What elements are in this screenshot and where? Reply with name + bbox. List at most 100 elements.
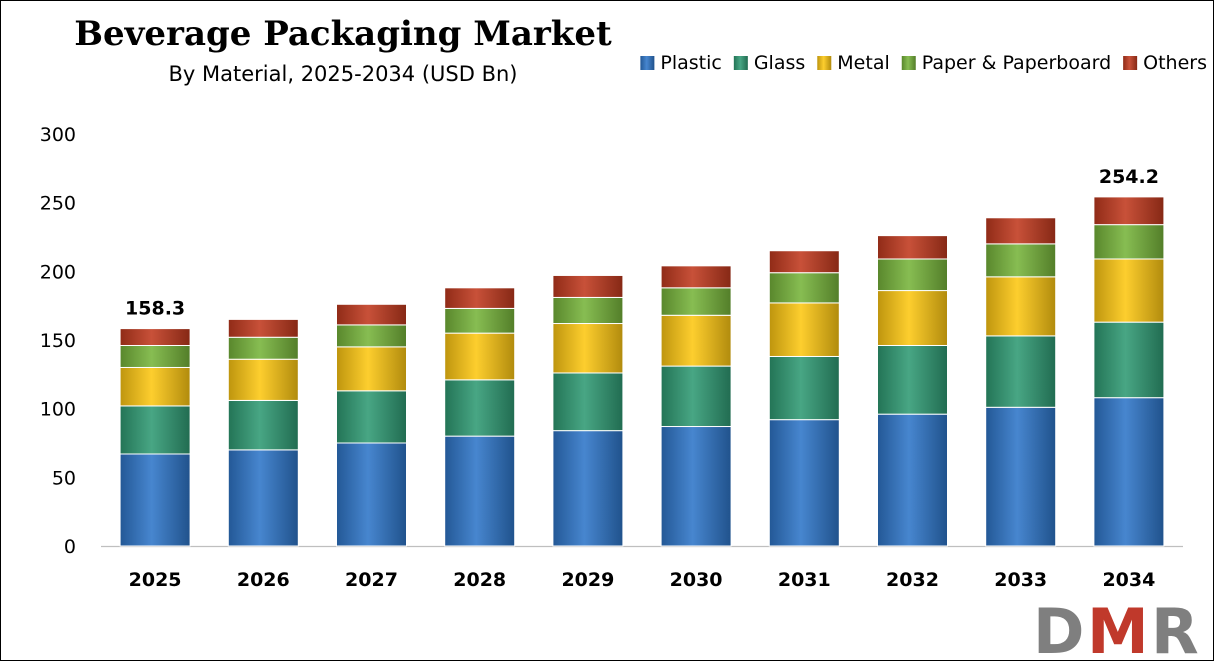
- bar-glass-2033: [985, 335, 1057, 408]
- legend-label-metal: Metal: [837, 52, 889, 74]
- dmr-logo: D M R: [1033, 595, 1199, 662]
- bar-stack-2025: [119, 328, 191, 547]
- bar-plastic-2026: [227, 449, 299, 547]
- bar-glass-2032: [877, 344, 948, 415]
- bar-stack-2027: [336, 303, 407, 547]
- y-tick-label: 100: [40, 399, 76, 421]
- legend-swatch-metal: [817, 56, 832, 70]
- bar-glass-2026: [227, 399, 299, 451]
- legend-item-others: Others: [1123, 52, 1207, 74]
- bar-metal-2025: [119, 366, 191, 407]
- bar-paper-and-paperboard-2030: [660, 287, 732, 316]
- legend-swatch-plastic: [640, 56, 655, 70]
- bar-glass-2034: [1093, 321, 1165, 399]
- bar-stack-2031: [768, 250, 840, 547]
- bar-metal-2031: [768, 302, 840, 357]
- x-tick-label: 2025: [129, 569, 182, 591]
- legend-item-metal: Metal: [817, 52, 890, 74]
- bar-others-2034: [1093, 196, 1165, 226]
- bar-paper-and-paperboard-2032: [877, 258, 948, 292]
- bar-glass-2031: [768, 355, 840, 421]
- bar-metal-2029: [552, 323, 624, 374]
- legend-item-glass: Glass: [733, 52, 805, 74]
- y-tick-label: 300: [40, 124, 76, 146]
- x-tick-label: 2029: [561, 569, 614, 591]
- bar-plastic-2025: [119, 453, 191, 547]
- bar-metal-2033: [985, 276, 1057, 337]
- legend-label-paper-and-paperboard: Paper & Paperboard: [922, 52, 1111, 74]
- dmr-logo-d: D: [1033, 595, 1084, 662]
- bar-glass-2029: [552, 372, 624, 432]
- bar-stack-2028: [444, 287, 516, 547]
- bar-metal-2034: [1093, 258, 1165, 323]
- bar-others-2027: [336, 303, 407, 326]
- x-tick-label: 2031: [778, 569, 831, 591]
- y-tick-label: 150: [40, 330, 76, 352]
- y-tick-label: 250: [40, 193, 76, 215]
- bar-plastic-2029: [552, 430, 624, 547]
- x-tick-label: 2028: [453, 569, 506, 591]
- bar-others-2025: [119, 328, 191, 346]
- bar-glass-2028: [444, 379, 516, 437]
- bar-metal-2027: [336, 346, 407, 392]
- bar-paper-and-paperboard-2031: [768, 272, 840, 304]
- dmr-logo-r: R: [1151, 595, 1199, 662]
- bar-plastic-2033: [985, 406, 1057, 547]
- legend: Plastic Glass Metal Paper & Paperboard Other…: [640, 52, 1207, 74]
- bar-glass-2025: [119, 405, 191, 455]
- legend-item-paper-and-paperboard: Paper & Paperboard: [901, 52, 1111, 74]
- x-tick-label: 2033: [994, 569, 1047, 591]
- total-label-2034: 254.2: [1099, 166, 1159, 188]
- bar-plastic-2030: [660, 426, 732, 547]
- bar-stack-2032: [877, 235, 948, 547]
- bars: [119, 196, 1165, 547]
- legend-swatch-others: [1123, 56, 1138, 70]
- bar-metal-2026: [227, 358, 299, 401]
- x-tick-label: 2032: [886, 569, 939, 591]
- bar-paper-and-paperboard-2029: [552, 296, 624, 325]
- bar-others-2031: [768, 250, 840, 274]
- bar-metal-2032: [877, 290, 948, 346]
- bar-others-2026: [227, 318, 299, 338]
- bar-glass-2030: [660, 365, 732, 428]
- bar-others-2028: [444, 287, 516, 309]
- bar-plastic-2031: [768, 419, 840, 547]
- legend-swatch-paper-and-paperboard: [901, 56, 916, 70]
- x-axis: 2025 2026 2027 2028 2029 2030 2031 2032 2033 2034: [101, 545, 1183, 591]
- x-tick-label: 2030: [670, 569, 723, 591]
- bar-glass-2027: [336, 390, 407, 444]
- legend-label-glass: Glass: [754, 52, 805, 74]
- bar-plastic-2028: [444, 435, 516, 547]
- bar-paper-and-paperboard-2033: [985, 243, 1057, 278]
- chart-subtitle: By Material, 2025-2034 (USD Bn): [169, 62, 518, 86]
- legend-label-plastic: Plastic: [660, 52, 721, 74]
- bar-paper-and-paperboard-2025: [119, 344, 191, 368]
- y-tick-label: 200: [40, 261, 76, 283]
- total-labels: 158.3 254.2: [125, 166, 1159, 320]
- legend-swatch-glass: [733, 56, 748, 70]
- bar-others-2033: [985, 217, 1057, 245]
- bar-paper-and-paperboard-2034: [1093, 224, 1165, 260]
- x-tick-label: 2034: [1102, 569, 1155, 591]
- legend-label-others: Others: [1143, 52, 1207, 74]
- bar-metal-2028: [444, 332, 516, 381]
- bar-stack-2033: [985, 217, 1057, 547]
- bar-stack-2029: [552, 274, 624, 547]
- y-tick-label: 50: [52, 467, 76, 489]
- bar-stack-2034: [1093, 196, 1165, 547]
- bar-paper-and-paperboard-2027: [336, 324, 407, 348]
- dmr-logo-m: M: [1087, 595, 1149, 662]
- bar-plastic-2034: [1093, 397, 1165, 547]
- bar-others-2029: [552, 274, 624, 298]
- bar-paper-and-paperboard-2026: [227, 336, 299, 360]
- x-tick-label: 2026: [237, 569, 290, 591]
- chart-title: Beverage Packaging Market: [74, 14, 612, 54]
- bar-others-2032: [877, 235, 948, 260]
- bar-stack-2026: [227, 318, 299, 547]
- total-label-2025: 158.3: [125, 298, 185, 320]
- y-axis: 0 50 100 150 200 250 300: [40, 124, 76, 558]
- bar-plastic-2027: [336, 442, 407, 547]
- bar-others-2030: [660, 265, 732, 289]
